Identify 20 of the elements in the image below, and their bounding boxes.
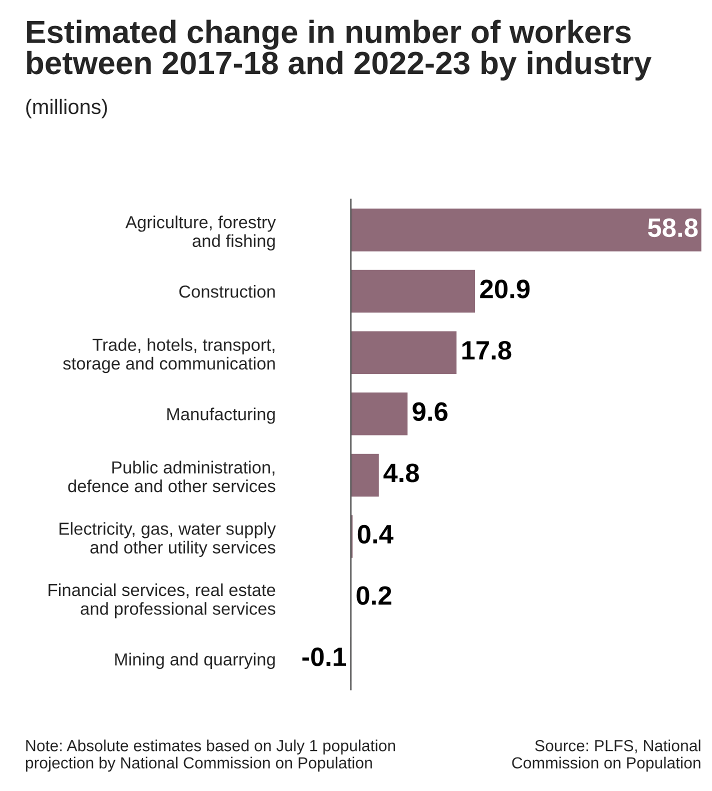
y-tick-label: Mining and quarrying [115, 652, 275, 669]
y-tick-label: Financial services, real estate and professional services [48, 583, 276, 618]
data-label: 17.8 [462, 340, 512, 360]
y-tick-label: Agriculture, forestry and fishing [125, 216, 276, 250]
data-label: 4.8 [383, 464, 419, 482]
y-tick-label: Trade, hotels, transport, storage and communication [63, 338, 275, 374]
data-label: 0.4 [358, 524, 394, 544]
y-tick-label: Manufacturing [167, 408, 275, 424]
data-label: 20.9 [480, 280, 530, 298]
text: (millions) [26, 98, 107, 118]
data-label: 0.2 [356, 586, 392, 605]
text: Note: Absolute estimates based on July 1 population projection by National Commission on Population [26, 740, 396, 772]
y-tick-label: Electricity, gas, water supply and other utility services [60, 522, 276, 557]
data-label: 58.8 [648, 218, 698, 238]
data-label: 9.6 [412, 402, 448, 421]
y-tick-label: Construction [179, 284, 275, 298]
source-note: Source: PLFS, National Commission on Population [512, 740, 700, 772]
y-tick-label: Public administration, defence and other services [68, 460, 276, 492]
data-label: -0.1 [302, 648, 346, 666]
chart-title: Estimated change in number of workers between 2017-18 and 2022-23 by industry [27, 20, 652, 81]
